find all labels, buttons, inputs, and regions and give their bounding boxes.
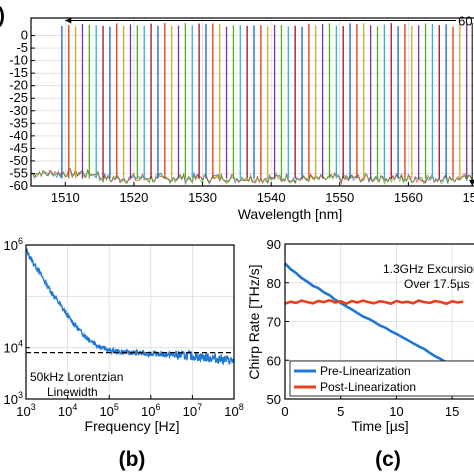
panel-c-xtick-label-1: 5 <box>337 404 344 419</box>
panel-a-ticks: 1510 1520 1530 1540 1550 1560 1570 0-5-10-15-20… <box>9 28 474 205</box>
panel-c-label: (c) <box>375 448 401 471</box>
panel-a-noise-floor-1 <box>30 167 474 185</box>
panel-c-ytick-label-4: 90 <box>267 237 281 252</box>
panel-c-frame <box>284 243 474 400</box>
panel-b-series <box>25 247 235 366</box>
legend-label-post: Post-Linearization <box>320 380 416 394</box>
panel-a-ytick-label-10: -50 <box>9 153 28 168</box>
panel-a-xtick-label-6: 1570 <box>463 190 474 205</box>
panel-c-legend: Pre-Linearization Post-Linearization <box>289 360 474 397</box>
panel-a-ytick-label-7: -35 <box>9 115 28 130</box>
panel-b-frame <box>25 244 235 400</box>
panel-a-ytick-label-8: -40 <box>9 128 28 143</box>
panel-c-ytick-label-0: 50 <box>267 392 281 407</box>
panel-a-ytick-label-9: -45 <box>9 140 28 155</box>
panel-b-annotation-line-2: Linewidth <box>47 385 98 399</box>
panel-a-spectrum: ) 15101520153015401550156015700-5-10-15-… <box>0 4 474 222</box>
panel-c-annotation-line-2: Over 17.5µs <box>404 277 470 291</box>
panel-a-ytick-label-4: -20 <box>9 78 28 93</box>
panel-c-ytick-label-1: 60 <box>267 353 281 368</box>
panel-c-series-post <box>284 298 464 306</box>
panel-c-series-pre <box>284 262 464 374</box>
panel-a-ytick-label-1: -5 <box>16 40 28 55</box>
panel-c-ylabel: Chirp Rate [THz/s] <box>246 264 262 379</box>
panel-b-label: (b) <box>119 448 146 471</box>
panel-b-noise: 103 104 105 106 107 108 106 104 103 50kHz Lorent… <box>4 236 244 471</box>
panel-b-annotation-line-1: 50kHz Lorentzian <box>30 370 123 384</box>
panel-a-xtick-label-4: 1550 <box>325 190 354 205</box>
panel-a-ytick-label-12: -60 <box>9 178 28 193</box>
panel-c-annotation-line-1: 1.3GHz Excursion <box>383 262 474 276</box>
panel-b-xtick-label-7: 107 <box>183 402 202 419</box>
panel-b-xlabel: Frequency [Hz] <box>85 418 180 434</box>
panel-c-xtick-label-0: 0 <box>281 404 288 419</box>
panel-a-ytick-label-0: 0 <box>21 28 28 43</box>
panel-a-frame <box>30 17 474 187</box>
panel-a-ytick-label-11: -55 <box>9 165 28 180</box>
panel-a-ytick-label-6: -30 <box>9 103 28 118</box>
panel-c-ytick-label-3: 80 <box>267 276 281 291</box>
panel-b-ytick-label-1: 104 <box>4 339 23 356</box>
span-arrow-label: 60 <box>458 14 472 29</box>
panel-c-series <box>284 262 464 374</box>
panel-c-xtick-label-2: 10 <box>389 404 403 419</box>
panel-a-ytick-label-5: -25 <box>9 90 28 105</box>
panel-a-xlabel: Wavelength [nm] <box>238 206 343 222</box>
panel-b-xtick-label-6: 106 <box>141 402 160 419</box>
legend-box <box>289 360 474 397</box>
panel-b-xtick-label-3: 103 <box>16 402 35 419</box>
panel-a-noise-floor-2 <box>30 168 474 185</box>
panel-a-xtick-label-1: 1520 <box>119 190 148 205</box>
panel-b-noise-trace <box>25 247 235 366</box>
panel-a-xtick-label-2: 1530 <box>188 190 217 205</box>
panel-a-grid <box>31 18 474 187</box>
panel-b-ytick-label-0: 106 <box>4 236 23 253</box>
panel-c-ticks: 0 5 10 15 50 60 70 80 90 <box>267 237 460 419</box>
panel-a-xtick-label-0: 1510 <box>51 190 80 205</box>
legend-label-pre: Pre-Linearization <box>320 364 411 378</box>
panel-a-xtick-label-5: 1560 <box>394 190 423 205</box>
vertical-arrow-head <box>469 180 474 186</box>
panel-b-xtick-label-8: 108 <box>224 402 243 419</box>
panel-a-xtick-label-3: 1540 <box>257 190 286 205</box>
panel-a-comb-lines <box>30 23 474 186</box>
panel-c-xtick-label-3: 15 <box>445 404 459 419</box>
panel-a-label: ) <box>0 4 5 27</box>
panel-a-annotations: 6065dB <box>65 14 474 186</box>
panel-a-ytick-label-2: -10 <box>9 53 28 68</box>
panel-b-ticks: 103 104 105 106 107 108 106 104 103 <box>4 236 244 419</box>
panel-b-xtick-label-5: 105 <box>99 402 118 419</box>
panel-a-ytick-label-3: -15 <box>9 65 28 80</box>
panel-b-ytick-label-2: 103 <box>4 390 23 407</box>
panel-c-ytick-label-2: 70 <box>267 315 281 330</box>
span-arrow-head <box>65 17 72 24</box>
panel-b-xtick-label-4: 104 <box>58 402 77 419</box>
panel-c-xlabel: Time [µs] <box>351 418 408 434</box>
panel-c-chirp: 0 5 10 15 50 60 70 80 90 1.3GHz Excursion Over 1… <box>246 237 474 471</box>
